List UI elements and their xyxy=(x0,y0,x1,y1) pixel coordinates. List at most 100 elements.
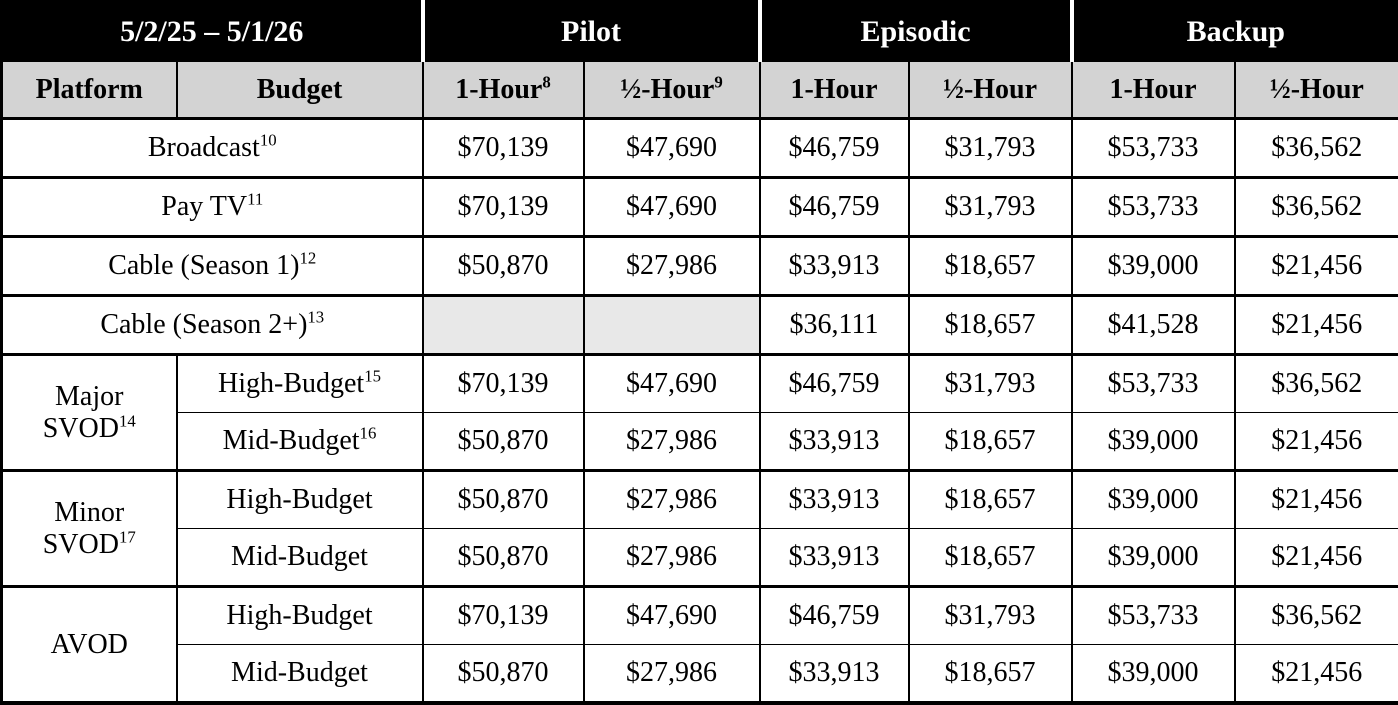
rate-cell: $39,000 xyxy=(1072,413,1235,471)
rate-cell: $50,870 xyxy=(423,237,584,296)
column-header-budget: Budget xyxy=(177,61,423,119)
rate-cell: $21,456 xyxy=(1235,296,1398,355)
rate-cell: $18,657 xyxy=(909,471,1072,529)
rate-cell: $46,759 xyxy=(760,587,909,645)
footnote-ref: 14 xyxy=(119,411,136,430)
rate-cell: $36,562 xyxy=(1235,355,1398,413)
rate-cell: $27,986 xyxy=(584,237,760,296)
platform-label: Cable (Season 1) xyxy=(108,250,299,281)
rate-cell: $47,690 xyxy=(584,355,760,413)
rate-cell: $36,562 xyxy=(1235,178,1398,237)
column-header-label: 1-Hour xyxy=(790,74,877,105)
budget-label: High-Budget xyxy=(226,600,372,631)
rate-cell: $21,456 xyxy=(1235,237,1398,296)
rate-cell: $33,913 xyxy=(760,471,909,529)
platform-label: Major SVOD xyxy=(43,381,124,444)
footnote-ref: 16 xyxy=(360,424,377,443)
platform-label: Minor SVOD xyxy=(43,497,125,560)
rate-cell: $70,139 xyxy=(423,119,584,178)
rate-cell: $50,870 xyxy=(423,471,584,529)
budget-cell: Mid-Budget16 xyxy=(177,413,423,471)
column-header-backup-half-hour: ½-Hour xyxy=(1235,61,1398,119)
column-header-pilot-1hour: 1-Hour8 xyxy=(423,61,584,119)
budget-cell: Mid-Budget xyxy=(177,645,423,704)
rate-cell: $53,733 xyxy=(1072,178,1235,237)
section-header-backup: Backup xyxy=(1072,2,1398,62)
table-row-major-svod-high-budget: Major SVOD14 High-Budget15 $70,139 $47,6… xyxy=(2,355,1398,413)
column-header-label: 1-Hour xyxy=(1109,74,1196,105)
budget-cell: High-Budget xyxy=(177,587,423,645)
table-row-cable-season-1: Cable (Season 1)12 $50,870 $27,986 $33,9… xyxy=(2,237,1398,296)
table-row-broadcast: Broadcast10 $70,139 $47,690 $46,759 $31,… xyxy=(2,119,1398,178)
rate-cell: $31,793 xyxy=(909,355,1072,413)
platform-label: AVOD xyxy=(51,629,128,660)
rate-cell: $53,733 xyxy=(1072,119,1235,178)
footnote-ref: 15 xyxy=(364,367,381,386)
rate-cell: $27,986 xyxy=(584,529,760,587)
budget-label: Mid-Budget xyxy=(231,541,368,572)
column-header-label: ½-Hour xyxy=(943,74,1037,105)
column-header-pilot-half-hour: ½-Hour9 xyxy=(584,61,760,119)
platform-cell: Cable (Season 1)12 xyxy=(2,237,423,296)
platform-cell: Major SVOD14 xyxy=(2,355,177,471)
rate-cell: $31,793 xyxy=(909,119,1072,178)
rate-cell: $46,759 xyxy=(760,119,909,178)
rate-cell: $47,690 xyxy=(584,178,760,237)
rate-cell: $27,986 xyxy=(584,645,760,704)
rate-cell: $50,870 xyxy=(423,645,584,704)
rate-cell: $27,986 xyxy=(584,471,760,529)
budget-cell: High-Budget xyxy=(177,471,423,529)
rate-cell: $53,733 xyxy=(1072,355,1235,413)
budget-label: Mid-Budget xyxy=(223,425,360,456)
rate-cell: $53,733 xyxy=(1072,587,1235,645)
date-range-header: 5/2/25 – 5/1/26 xyxy=(2,2,423,62)
rate-cell: $47,690 xyxy=(584,119,760,178)
section-header-pilot: Pilot xyxy=(423,2,760,62)
table-row-pay-tv: Pay TV11 $70,139 $47,690 $46,759 $31,793… xyxy=(2,178,1398,237)
rate-cell: $47,690 xyxy=(584,587,760,645)
column-header-row: Platform Budget 1-Hour8 ½-Hour9 1-Hour ½… xyxy=(2,61,1398,119)
rate-cell: $21,456 xyxy=(1235,645,1398,704)
rate-cell: $27,986 xyxy=(584,413,760,471)
platform-label: Broadcast xyxy=(148,132,260,163)
rate-cell: $18,657 xyxy=(909,529,1072,587)
rate-cell: $33,913 xyxy=(760,237,909,296)
platform-label: Cable (Season 2+) xyxy=(100,309,307,340)
table-row-minor-svod-mid-budget: Mid-Budget $50,870 $27,986 $33,913 $18,6… xyxy=(2,529,1398,587)
footnote-ref: 11 xyxy=(247,190,263,209)
platform-cell: Pay TV11 xyxy=(2,178,423,237)
rate-cell: $50,870 xyxy=(423,413,584,471)
rate-cell: $33,913 xyxy=(760,413,909,471)
rate-cell: $36,562 xyxy=(1235,587,1398,645)
rate-cell: $70,139 xyxy=(423,178,584,237)
budget-label: High-Budget xyxy=(226,484,372,515)
footnote-ref: 10 xyxy=(260,131,277,150)
rate-cell: $70,139 xyxy=(423,355,584,413)
rate-cell: $39,000 xyxy=(1072,645,1235,704)
table-row-minor-svod-high-budget: Minor SVOD17 High-Budget $50,870 $27,986… xyxy=(2,471,1398,529)
rate-cell: $18,657 xyxy=(909,645,1072,704)
rate-cell: $21,456 xyxy=(1235,529,1398,587)
footnote-ref: 8 xyxy=(542,72,550,91)
budget-label: Mid-Budget xyxy=(231,657,368,688)
rate-cell: $36,111 xyxy=(760,296,909,355)
rate-cell: $36,562 xyxy=(1235,119,1398,178)
platform-cell: Minor SVOD17 xyxy=(2,471,177,587)
column-header-episodic-1hour: 1-Hour xyxy=(760,61,909,119)
column-header-label: ½-Hour xyxy=(620,74,714,105)
budget-cell: High-Budget15 xyxy=(177,355,423,413)
rate-cell: $46,759 xyxy=(760,178,909,237)
platform-label: Pay TV xyxy=(161,191,247,222)
footnote-ref: 12 xyxy=(300,249,317,268)
table-row-avod-mid-budget: Mid-Budget $50,870 $27,986 $33,913 $18,6… xyxy=(2,645,1398,704)
rate-cell: $50,870 xyxy=(423,529,584,587)
section-header-episodic: Episodic xyxy=(760,2,1072,62)
rate-cell: $39,000 xyxy=(1072,529,1235,587)
rate-cell: $18,657 xyxy=(909,413,1072,471)
rate-cell: $39,000 xyxy=(1072,237,1235,296)
rate-cell: $39,000 xyxy=(1072,471,1235,529)
rate-cell: $33,913 xyxy=(760,645,909,704)
rate-cell: $41,528 xyxy=(1072,296,1235,355)
column-header-episodic-half-hour: ½-Hour xyxy=(909,61,1072,119)
